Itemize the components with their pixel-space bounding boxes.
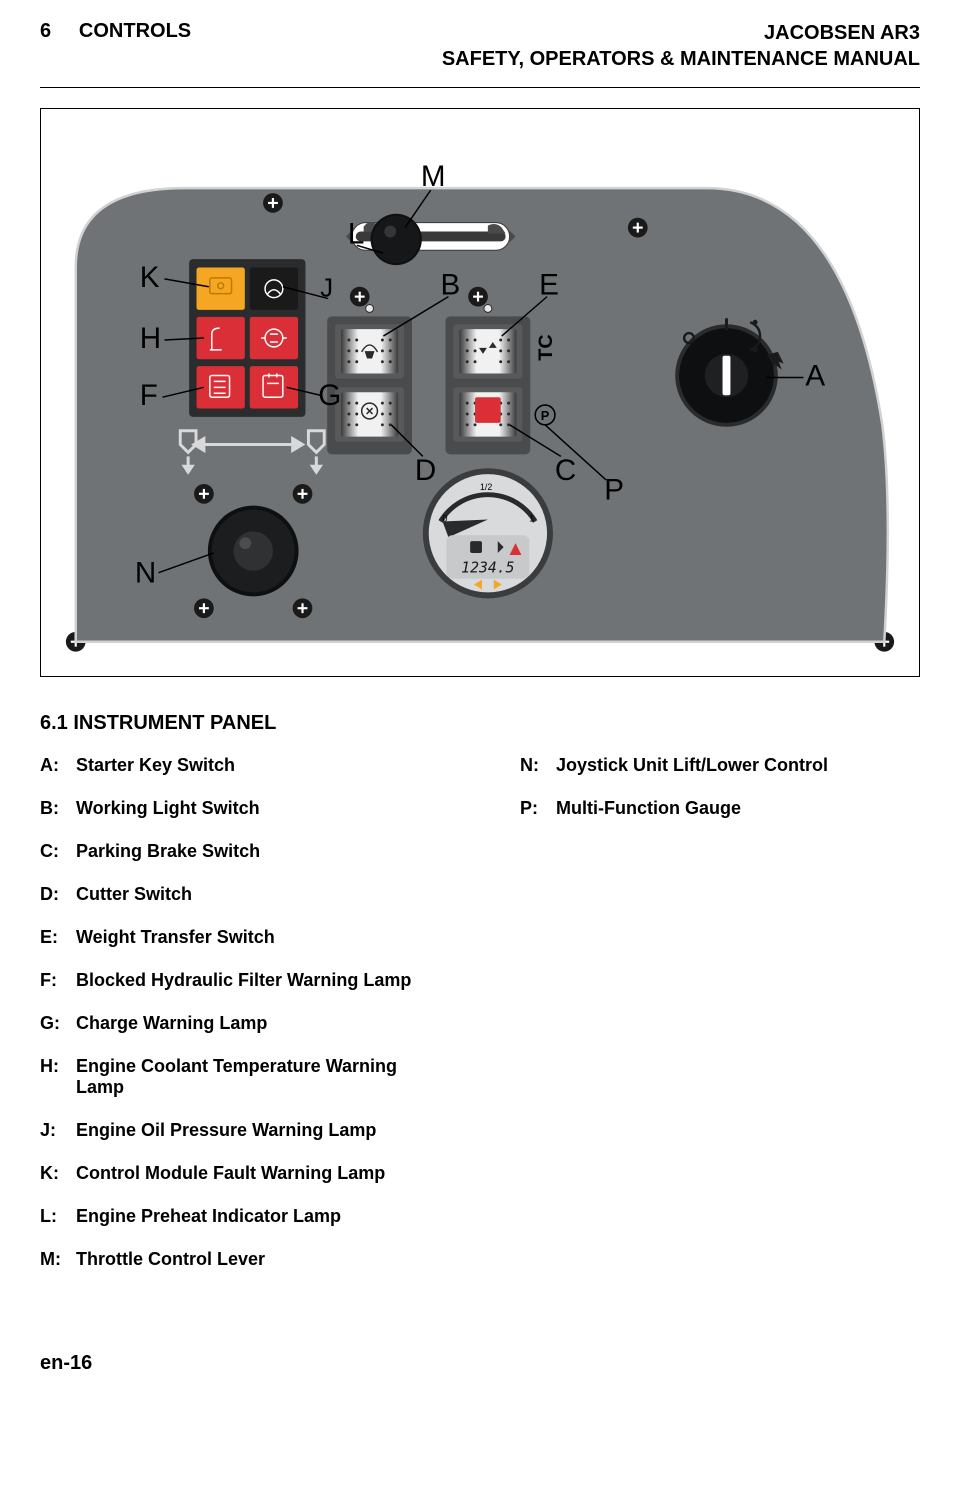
svg-text:K: K bbox=[140, 261, 160, 294]
screw-icon bbox=[263, 193, 283, 213]
svg-text:1: 1 bbox=[529, 513, 534, 523]
screw-icon bbox=[350, 287, 370, 307]
legend-value: Weight Transfer Switch bbox=[76, 927, 440, 948]
rocker-bank-2 bbox=[445, 305, 530, 455]
legend-key: N: bbox=[520, 755, 556, 776]
svg-text:N: N bbox=[135, 557, 156, 590]
svg-text:0: 0 bbox=[443, 513, 448, 523]
svg-text:P: P bbox=[541, 408, 550, 423]
svg-text:M: M bbox=[421, 160, 446, 193]
legend-key: L: bbox=[40, 1206, 76, 1227]
legend-row: E:Weight Transfer Switch bbox=[40, 927, 440, 948]
legend-row: N:Joystick Unit Lift/Lower Control bbox=[520, 755, 920, 776]
screw-icon bbox=[468, 287, 488, 307]
legend-value: Blocked Hydraulic Filter Warning Lamp bbox=[76, 970, 440, 991]
figure-container: TC P bbox=[40, 108, 920, 677]
legend-row: F:Blocked Hydraulic Filter Warning Lamp bbox=[40, 970, 440, 991]
legend-row: K:Control Module Fault Warning Lamp bbox=[40, 1163, 440, 1184]
screw-icon bbox=[194, 484, 214, 504]
legend-row: L:Engine Preheat Indicator Lamp bbox=[40, 1206, 440, 1227]
legend-value: Working Light Switch bbox=[76, 798, 440, 819]
legend-key: P: bbox=[520, 798, 556, 819]
header-rule bbox=[40, 87, 920, 88]
legend-row: J:Engine Oil Pressure Warning Lamp bbox=[40, 1120, 440, 1141]
legend-value: Control Module Fault Warning Lamp bbox=[76, 1163, 440, 1184]
legend-key: G: bbox=[40, 1013, 76, 1034]
svg-text:A: A bbox=[805, 359, 825, 392]
header-right: JACOBSEN AR3 SAFETY, OPERATORS & MAINTEN… bbox=[442, 20, 920, 72]
screw-icon bbox=[293, 484, 313, 504]
svg-text:D: D bbox=[415, 454, 436, 487]
legend-row: M:Throttle Control Lever bbox=[40, 1249, 440, 1270]
legend-row: D:Cutter Switch bbox=[40, 884, 440, 905]
legend-col-right: N:Joystick Unit Lift/Lower Control P:Mult… bbox=[520, 755, 920, 1292]
joystick-control bbox=[208, 506, 299, 597]
legend-key: F: bbox=[40, 970, 76, 991]
legend-value: Cutter Switch bbox=[76, 884, 440, 905]
svg-text:P: P bbox=[604, 474, 624, 507]
svg-text:G: G bbox=[318, 379, 341, 412]
legend-key: K: bbox=[40, 1163, 76, 1184]
legend-row: B:Working Light Switch bbox=[40, 798, 440, 819]
legend-key: C: bbox=[40, 841, 76, 862]
page-number: en-16 bbox=[40, 1352, 920, 1375]
label-tc: TC bbox=[535, 334, 557, 360]
header-left: 6 CONTROLS bbox=[40, 20, 191, 43]
legend-value: Engine Preheat Indicator Lamp bbox=[76, 1206, 440, 1227]
screw-icon bbox=[293, 598, 313, 618]
legend-value: Multi-Function Gauge bbox=[556, 798, 920, 819]
svg-text:B: B bbox=[441, 269, 461, 302]
svg-text:1/2: 1/2 bbox=[480, 482, 492, 492]
legend-value: Charge Warning Lamp bbox=[76, 1013, 440, 1034]
legend: A:Starter Key Switch B:Working Light Swit… bbox=[40, 755, 920, 1292]
instrument-panel-diagram: TC P bbox=[56, 129, 904, 661]
legend-row: P:Multi-Function Gauge bbox=[520, 798, 920, 819]
manual-title-1: JACOBSEN AR3 bbox=[442, 20, 920, 46]
svg-text:F: F bbox=[140, 379, 158, 412]
svg-text:C: C bbox=[555, 454, 576, 487]
legend-value: Engine Coolant Temperature Warning Lamp bbox=[76, 1056, 440, 1098]
legend-value: Throttle Control Lever bbox=[76, 1249, 440, 1270]
svg-text:1234.5: 1234.5 bbox=[461, 560, 514, 577]
legend-key: H: bbox=[40, 1056, 76, 1098]
section-heading: 6.1 INSTRUMENT PANEL bbox=[40, 712, 920, 735]
warning-lamp-bank bbox=[189, 259, 305, 417]
svg-text:H: H bbox=[140, 322, 161, 355]
manual-title-2: SAFETY, OPERATORS & MAINTENANCE MANUAL bbox=[442, 46, 920, 72]
section-number: 6 bbox=[40, 20, 51, 42]
legend-row: H:Engine Coolant Temperature Warning Lam… bbox=[40, 1056, 440, 1098]
legend-value: Parking Brake Switch bbox=[76, 841, 440, 862]
legend-col-left: A:Starter Key Switch B:Working Light Swit… bbox=[40, 755, 440, 1292]
page-header: 6 CONTROLS JACOBSEN AR3 SAFETY, OPERATOR… bbox=[40, 20, 920, 72]
legend-key: E: bbox=[40, 927, 76, 948]
legend-key: M: bbox=[40, 1249, 76, 1270]
multi-function-gauge: 0 1/2 1 1234.5 bbox=[423, 468, 553, 598]
screw-icon bbox=[628, 218, 648, 238]
section-title: CONTROLS bbox=[79, 20, 191, 42]
legend-row: G:Charge Warning Lamp bbox=[40, 1013, 440, 1034]
legend-key: A: bbox=[40, 755, 76, 776]
legend-value: Engine Oil Pressure Warning Lamp bbox=[76, 1120, 440, 1141]
legend-value: Joystick Unit Lift/Lower Control bbox=[556, 755, 920, 776]
legend-row: A:Starter Key Switch bbox=[40, 755, 440, 776]
legend-row: C:Parking Brake Switch bbox=[40, 841, 440, 862]
legend-key: J: bbox=[40, 1120, 76, 1141]
legend-key: D: bbox=[40, 884, 76, 905]
screw-icon bbox=[194, 598, 214, 618]
svg-text:E: E bbox=[539, 269, 559, 302]
legend-value: Starter Key Switch bbox=[76, 755, 440, 776]
svg-text:L: L bbox=[348, 217, 364, 250]
legend-key: B: bbox=[40, 798, 76, 819]
